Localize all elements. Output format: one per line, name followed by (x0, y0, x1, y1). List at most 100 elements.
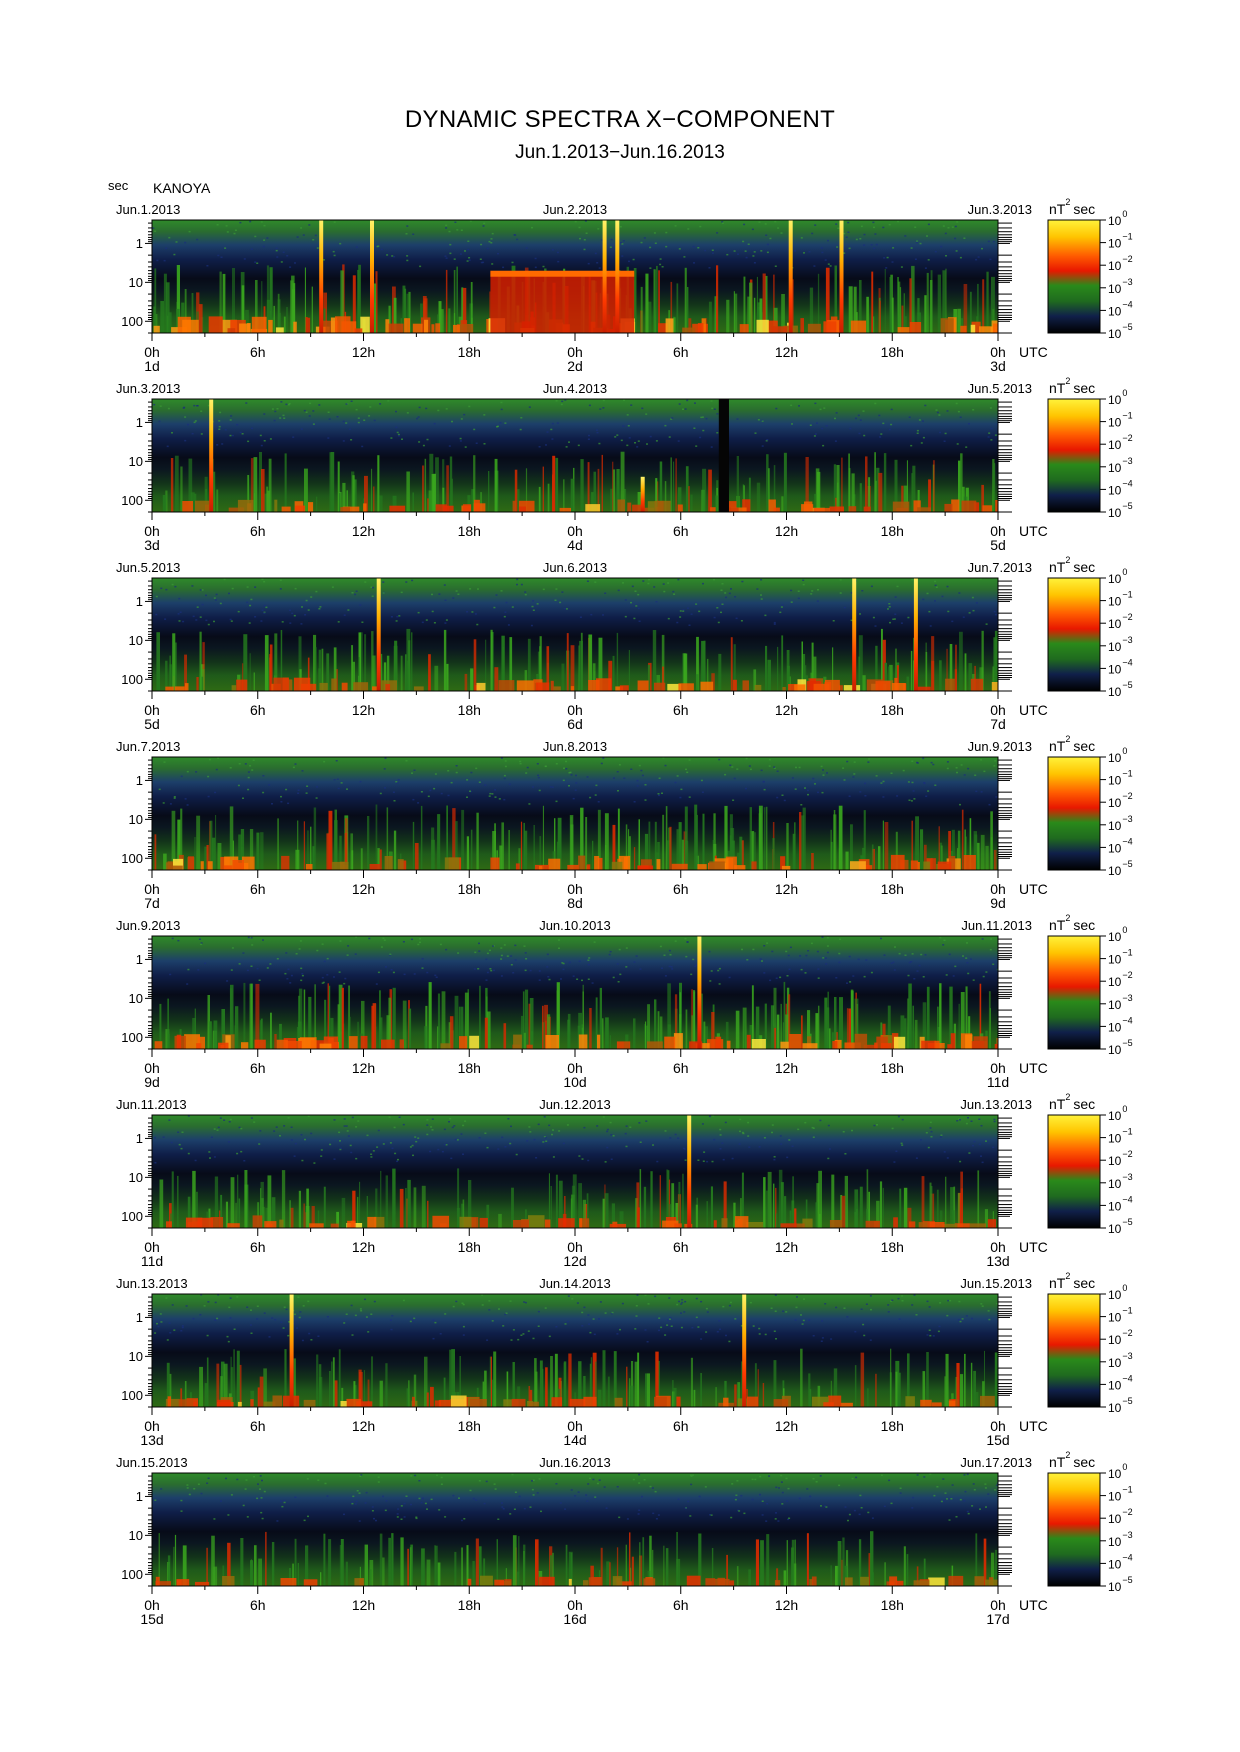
colorbar-tick-label: 10−3 (1108, 635, 1133, 654)
colorbar-gradient (1047, 398, 1101, 513)
colorbar-tick-label: 10−3 (1108, 1172, 1133, 1191)
colorbar-unit-label: nT2 sec (1049, 1271, 1095, 1291)
panel-date-mid: Jun.14.2013 (539, 1276, 611, 1291)
panel-date-mid: Jun.6.2013 (543, 560, 607, 575)
colorbar-tick-label: 100 (1108, 567, 1127, 586)
pulsation-burst (490, 271, 635, 333)
day-label-mid: 10d (563, 1074, 586, 1090)
y-tick-label: 100 (121, 1030, 143, 1045)
x-unit-label: UTC (1019, 344, 1048, 360)
colorbar-tick-label: 10−5 (1108, 1217, 1133, 1236)
colorbar-unit-label: nT2 sec (1049, 913, 1095, 933)
x-tick-label: 18h (881, 881, 904, 897)
x-tick-label: 12h (352, 1597, 375, 1613)
x-tick-label: 18h (458, 1418, 481, 1434)
spectrogram-content (154, 1473, 998, 1586)
colorbar-tick-label: 10−2 (1108, 612, 1133, 631)
impulse-spike (852, 578, 857, 691)
colorbar-tick-label: 10−5 (1108, 322, 1133, 341)
x-tick-label: 18h (881, 344, 904, 360)
x-tick-label: 6h (673, 344, 689, 360)
colorbar-tick-label: 100 (1108, 1283, 1127, 1302)
panel-date-left: Jun.11.2013 (116, 1097, 187, 1112)
x-tick-label: 0h (567, 1418, 583, 1434)
colorbar-tick-label: 100 (1108, 209, 1127, 228)
x-tick-label: 12h (775, 344, 798, 360)
y-tick-label: 1 (136, 773, 143, 788)
x-tick-label: 6h (673, 881, 689, 897)
y-tick-label: 1 (136, 594, 143, 609)
colorbar-tick-label: 10−3 (1108, 1530, 1133, 1549)
x-tick-label: 6h (673, 1060, 689, 1076)
colorbar-gradient (1047, 1472, 1101, 1587)
pulsation-burst-core (490, 270, 635, 277)
colorbar-tick-label: 10−2 (1108, 1507, 1133, 1526)
x-tick-label: 6h (673, 1597, 689, 1613)
impulse-spike (602, 220, 607, 333)
panel-date-left: Jun.13.2013 (116, 1276, 188, 1291)
data-gap (718, 399, 729, 512)
x-tick-label: 12h (352, 523, 375, 539)
x-unit-label: UTC (1019, 1060, 1048, 1076)
colorbar-tick-label: 10−1 (1108, 232, 1133, 251)
colorbar-tick-label: 10−5 (1108, 680, 1133, 699)
day-label-left: 7d (144, 895, 160, 911)
x-tick-label: 6h (673, 523, 689, 539)
day-label-right: 3d (990, 358, 1006, 374)
colorbar-gradient (1047, 219, 1101, 334)
panel-date-right: Jun.9.2013 (968, 739, 1032, 754)
y-tick-label: 1 (136, 415, 143, 430)
x-tick-label: 0h (567, 344, 583, 360)
colorbar-tick-label: 10−3 (1108, 277, 1133, 296)
colorbar-gradient (1047, 935, 1101, 1050)
spectrogram-content (155, 578, 998, 691)
colorbar-tick-label: 10−2 (1108, 1149, 1133, 1168)
y-tick-label: 1 (136, 1489, 143, 1504)
day-label-mid: 2d (567, 358, 583, 374)
x-tick-label: 0h (567, 881, 583, 897)
colorbar-tick-label: 10−4 (1108, 657, 1133, 676)
colorbar-unit-label: nT2 sec (1049, 1092, 1095, 1112)
x-unit-label: UTC (1019, 523, 1048, 539)
x-tick-label: 18h (458, 702, 481, 718)
colorbar-tick-label: 10−1 (1108, 769, 1133, 788)
day-label-right: 17d (986, 1611, 1009, 1627)
y-tick-label: 100 (121, 493, 143, 508)
x-tick-label: 12h (775, 702, 798, 718)
day-label-left: 9d (144, 1074, 160, 1090)
day-label-mid: 16d (563, 1611, 586, 1627)
panel-date-left: Jun.15.2013 (116, 1455, 188, 1470)
y-tick-label: 10 (129, 812, 143, 827)
colorbar-tick-label: 10−1 (1108, 1127, 1133, 1146)
panel-date-right: Jun.15.2013 (960, 1276, 1032, 1291)
x-tick-label: 12h (775, 1597, 798, 1613)
x-tick-label: 18h (458, 1239, 481, 1255)
x-tick-label: 0h (144, 1597, 160, 1613)
y-tick-label: 10 (129, 1170, 143, 1185)
x-tick-label: 18h (881, 1239, 904, 1255)
x-unit-label: UTC (1019, 1239, 1048, 1255)
y-tick-label: 1 (136, 952, 143, 967)
colorbar-tick-label: 10−3 (1108, 814, 1133, 833)
colorbar-tick-label: 10−1 (1108, 1485, 1133, 1504)
x-unit-label: UTC (1019, 1418, 1048, 1434)
day-label-right: 15d (986, 1432, 1009, 1448)
colorbar-tick-label: 10−5 (1108, 1396, 1133, 1415)
colorbar-tick-label: 10−5 (1108, 501, 1133, 520)
day-label-right: 9d (990, 895, 1006, 911)
day-label-right: 13d (986, 1253, 1009, 1269)
x-tick-label: 6h (673, 1418, 689, 1434)
y-tick-label: 10 (129, 633, 143, 648)
x-tick-label: 12h (352, 1239, 375, 1255)
panel-date-left: Jun.3.2013 (116, 381, 180, 396)
x-unit-label: UTC (1019, 881, 1048, 897)
x-tick-label: 0h (990, 702, 1006, 718)
spectrogram-content (154, 936, 998, 1049)
colorbar-tick-label: 100 (1108, 388, 1127, 407)
x-tick-label: 6h (250, 1239, 266, 1255)
colorbar-gradient (1047, 756, 1101, 871)
impulse-spike (742, 1294, 747, 1407)
impulse-spike (319, 220, 324, 333)
